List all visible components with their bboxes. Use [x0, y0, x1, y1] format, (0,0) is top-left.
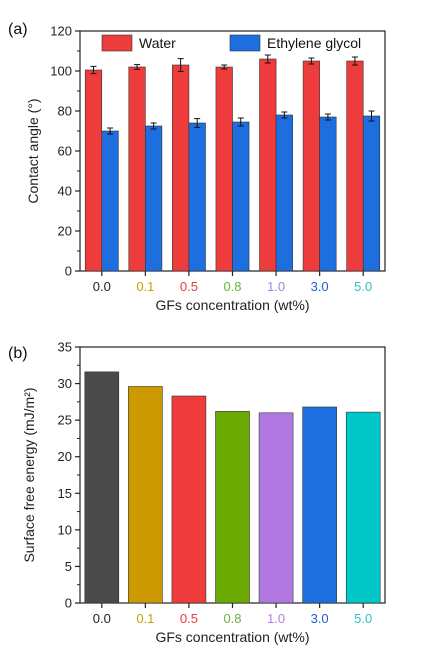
panel-a-label: (a)	[8, 21, 28, 38]
y-tick-label: 10	[58, 522, 72, 537]
x-tick-label: 1.0	[267, 611, 285, 626]
legend: Water Ethylene glycol	[101, 34, 361, 52]
panel-b-label: (b)	[8, 345, 28, 362]
bar	[302, 406, 337, 604]
bar-ethylene-glycol	[232, 121, 250, 272]
bar	[128, 386, 163, 604]
x-tick-label: 0.8	[223, 279, 241, 294]
bar-water	[215, 66, 233, 272]
x-tick-label: 0.1	[136, 611, 154, 626]
y-tick-label: 35	[58, 340, 72, 355]
bar	[215, 411, 250, 604]
y-axis-label: Surface free energy (mJ/m²)	[21, 387, 37, 562]
bar	[171, 395, 207, 604]
x-tick-label: 0.8	[223, 611, 241, 626]
bar	[84, 371, 120, 604]
bar-ethylene-glycol	[275, 114, 293, 272]
x-tick-label: 5.0	[354, 611, 372, 626]
y-tick-label: 20	[58, 449, 72, 464]
chart-b: 0 5 10 15 20 25 30 35 0.0 0.1 0.5 0.8 1.0 3.0 5.0 GFs c…	[21, 340, 386, 645]
y-tick-label: 60	[58, 144, 72, 159]
x-tick-label: 1.0	[267, 279, 285, 294]
x-tick-label: 3.0	[311, 279, 329, 294]
legend-swatch	[229, 34, 261, 52]
x-axis-label: GFs concentration (wt%)	[155, 629, 309, 645]
x-tick-label: 0.5	[180, 279, 198, 294]
y-tick-label: 20	[58, 224, 72, 239]
x-tick-label: 5.0	[354, 279, 372, 294]
y-tick-label: 5	[65, 559, 72, 574]
x-tick-label: 0.1	[136, 279, 154, 294]
y-tick-label: 0	[65, 596, 72, 611]
bar-water	[172, 64, 190, 272]
bar-ethylene-glycol	[101, 130, 119, 272]
bar-water	[346, 60, 364, 272]
x-tick-label: 0.0	[93, 279, 111, 294]
x-tick-label: 0.5	[180, 611, 198, 626]
y-tick-label: 0	[65, 264, 72, 279]
y-tick-label: 40	[58, 184, 72, 199]
y-tick-label: 80	[58, 104, 72, 119]
y-tick-label: 120	[50, 24, 72, 39]
chart-a: 0 20 40 60 80 100 120 0.0 0.1 0.5 0.8 1.0 3.0 5.0 GFs …	[25, 24, 386, 313]
legend-swatch	[101, 34, 133, 52]
bar	[345, 411, 381, 604]
bar-water	[84, 69, 103, 272]
y-tick-label: 15	[58, 486, 72, 501]
bar-ethylene-glycol	[145, 125, 163, 272]
y-axis-label: Contact angle (°)	[25, 98, 41, 203]
bar-ethylene-glycol	[362, 115, 381, 272]
x-tick-label: 0.0	[93, 611, 111, 626]
legend-label: Water	[139, 35, 176, 51]
x-tick-label: 3.0	[311, 611, 329, 626]
y-tick-label: 25	[58, 413, 72, 428]
bar	[258, 412, 294, 604]
x-axis-label: GFs concentration (wt%)	[155, 297, 309, 313]
y-tick-label: 100	[50, 64, 72, 79]
bar-ethylene-glycol	[319, 116, 337, 272]
bar-water	[259, 58, 277, 272]
bar-water	[128, 66, 146, 272]
y-tick-label: 30	[58, 376, 72, 391]
bar-water	[302, 60, 320, 272]
bar-ethylene-glycol	[188, 122, 206, 272]
legend-label: Ethylene glycol	[267, 35, 361, 51]
